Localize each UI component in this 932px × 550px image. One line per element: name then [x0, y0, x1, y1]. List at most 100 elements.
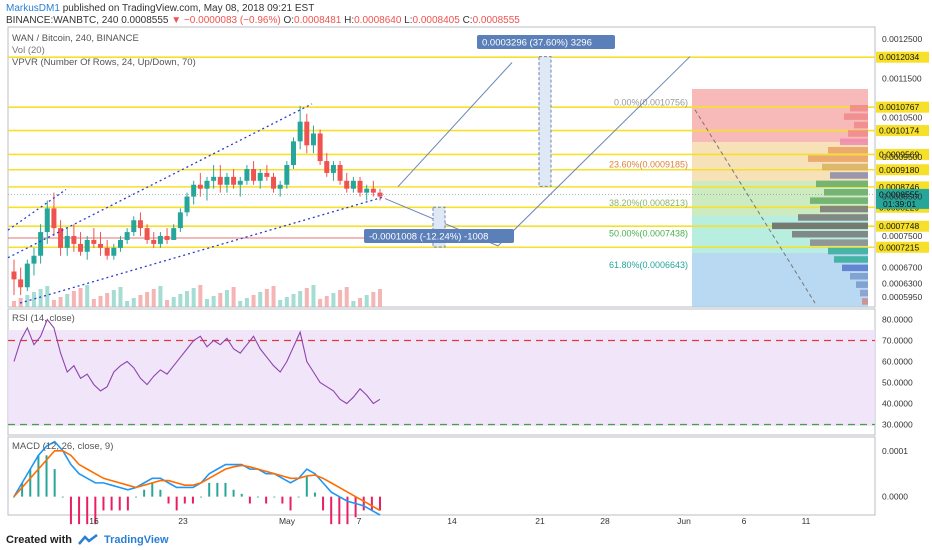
candle-body — [171, 228, 177, 240]
price-tick: 0.0010500 — [882, 113, 922, 123]
level-tag-label: 0.0007215 — [879, 242, 919, 252]
low-label: L: — [404, 15, 413, 26]
vpvr-bar — [808, 155, 868, 162]
rsi-tick: 40.0000 — [882, 399, 913, 409]
candle-body — [51, 208, 57, 229]
candle-body — [350, 180, 356, 189]
candle-body — [211, 176, 217, 181]
publish-info: published on TradingView.com, May 08, 20… — [62, 3, 315, 14]
price-tick: 0.0007500 — [882, 231, 922, 241]
symbol: BINANCE:WANBTC, 240 — [6, 15, 119, 26]
created-with: Created with — [6, 534, 73, 546]
candle-body — [78, 243, 84, 252]
volume-bar — [264, 289, 269, 307]
level-tag-label: 0.0007748 — [879, 221, 919, 231]
macd-histogram-bar — [208, 482, 211, 497]
candle-body — [164, 236, 170, 240]
level-tag-label: 0.0012034 — [879, 52, 919, 62]
level-tag — [876, 148, 929, 160]
volume-bar — [165, 300, 170, 307]
level-tag-label: 0.0010174 — [879, 126, 919, 136]
macd-histogram-bar — [257, 496, 259, 498]
price-tick: 0.0005950 — [882, 292, 922, 302]
projection-fall — [694, 109, 816, 304]
level-tag-label: 0.0010767 — [879, 102, 919, 112]
volume-bar — [318, 299, 323, 307]
macd-histogram-bar — [86, 496, 89, 525]
macd-histogram-bar — [61, 496, 64, 498]
vpvr-bar — [798, 214, 868, 221]
measure-up-box — [538, 56, 552, 187]
vpvr-bar — [850, 273, 868, 280]
macd-histogram-bar — [69, 496, 72, 525]
vpvr-bar — [842, 264, 868, 272]
macd-histogram-bar — [354, 496, 357, 518]
last-price-value: 0.0008555 — [879, 189, 919, 199]
macd-histogram-bar — [362, 496, 365, 511]
fib-label: 0.00%(0.0010756) — [614, 98, 688, 108]
vpvr-bar — [850, 105, 868, 112]
volume-bar — [25, 295, 30, 307]
volume-bar — [271, 286, 276, 307]
candles — [11, 105, 383, 296]
macd-histogram-bar — [370, 496, 373, 511]
time-axis[interactable]: 16 23 May 7 14 21 28 Jun 6 11 — [89, 516, 810, 526]
volume-bar — [304, 288, 309, 307]
macd-histogram-bar — [322, 496, 325, 511]
projection-recover — [497, 56, 691, 247]
vpvr-bar — [862, 298, 868, 305]
volume-bar — [204, 299, 209, 307]
time-tick: 16 — [89, 516, 99, 526]
macd-legend: MACD (12, 26, close, 9) — [12, 441, 114, 452]
macd-histogram-bar — [53, 469, 56, 497]
vpvr-bar — [792, 231, 868, 238]
candle-body — [191, 184, 197, 197]
volume-bar — [85, 285, 90, 307]
candle-body — [277, 184, 283, 189]
candle-body — [44, 208, 50, 233]
rsi-tick: 50.0000 — [882, 378, 913, 388]
volume-bar — [105, 293, 110, 307]
candle-body — [337, 165, 343, 181]
vpvr-bar — [854, 121, 868, 129]
author-link[interactable]: MarkusDM1 — [6, 3, 60, 14]
candle-body — [151, 239, 157, 244]
fib-label: 38.20%(0.0008213) — [609, 198, 688, 208]
volume-bar — [118, 287, 123, 307]
macd-line — [13, 440, 381, 516]
candle-body — [104, 247, 110, 256]
macd-histogram-bar — [289, 496, 292, 511]
macd-histogram-bar — [232, 489, 235, 497]
time-tick: 23 — [178, 516, 188, 526]
volume-bar — [131, 298, 136, 307]
candle-body — [344, 180, 350, 189]
macd-histogram-bar — [37, 455, 40, 497]
candle-body — [357, 180, 363, 193]
vpvr-legend: VPVR (Number Of Rows, 24, Up/Down, 70) — [12, 57, 196, 68]
macd-histogram-bar — [110, 496, 113, 511]
volume-bar — [171, 297, 176, 307]
macd-pane — [7, 436, 876, 516]
macd-histogram-bar — [29, 469, 32, 497]
volume-bar — [191, 288, 196, 307]
measure-up-label: 0.0003296 (37.60%) 3296 — [482, 38, 592, 49]
macd-tick: 0.0001 — [882, 446, 908, 456]
candle-body — [71, 236, 77, 244]
level-tag — [876, 164, 929, 176]
volume-bar — [244, 298, 249, 307]
volume-bar — [98, 296, 103, 307]
candle-body — [237, 180, 243, 185]
volume-bar — [198, 285, 203, 307]
volume-bar — [218, 293, 223, 307]
tradingview-link[interactable]: TradingView — [104, 534, 169, 546]
volume-bar — [224, 290, 229, 307]
channel-mid — [7, 188, 67, 231]
price-tick: 0.0008500 — [882, 192, 922, 202]
high-value: 0.0008640 — [354, 15, 402, 26]
candle-body — [58, 228, 64, 248]
open-label: O: — [283, 15, 295, 26]
price-axis[interactable]: 0.00120340.00107670.00101740.00095690.00… — [876, 34, 929, 502]
volume-bar — [178, 294, 183, 307]
macd-histogram-bar — [167, 496, 170, 504]
